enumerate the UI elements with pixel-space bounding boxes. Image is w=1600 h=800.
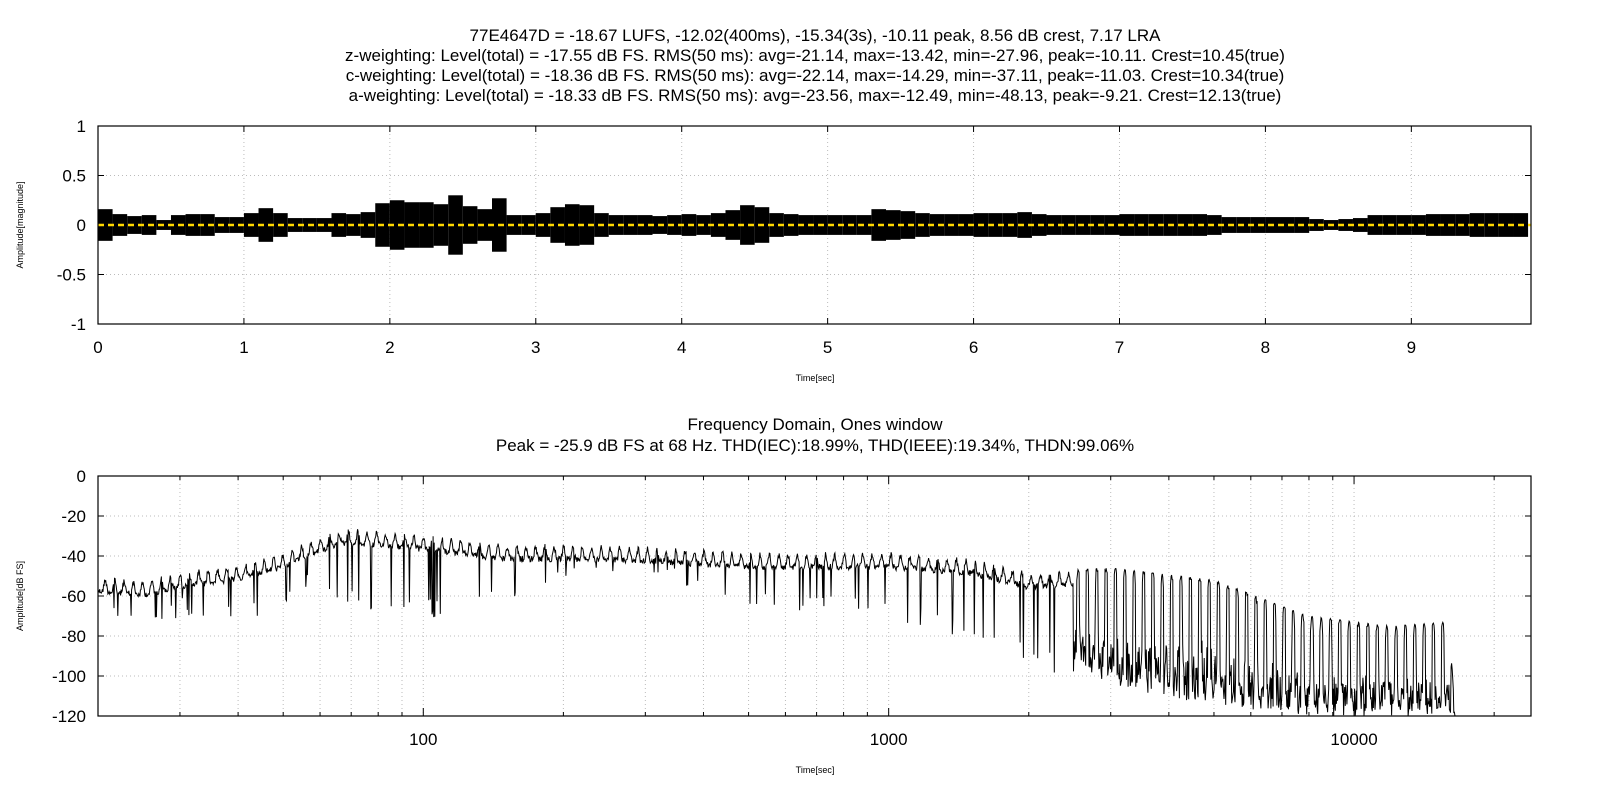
x-tick-label: 1 xyxy=(239,338,248,357)
x-tick-label: 9 xyxy=(1407,338,1416,357)
x-tick-label: 2 xyxy=(385,338,394,357)
x-tick-label: 4 xyxy=(677,338,686,357)
time-plot-title: 77E4647D = -18.67 LUFS, -12.02(400ms), -… xyxy=(345,26,1285,105)
waveform-segment xyxy=(958,214,974,236)
spectrum-xlabel: Time[sec] xyxy=(796,765,835,775)
x-tick-label: 0 xyxy=(93,338,102,357)
waveform-segment xyxy=(856,215,872,235)
y-tick-label: -80 xyxy=(61,627,86,646)
waveform-segment xyxy=(579,205,595,245)
waveform-segment xyxy=(1309,219,1324,231)
title-line-1: 77E4647D = -18.67 LUFS, -12.02(400ms), -… xyxy=(470,26,1162,45)
waveform-segment xyxy=(1017,212,1032,238)
waveform-segment xyxy=(929,214,945,236)
time-plot-xlabel: Time[sec] xyxy=(796,373,835,383)
waveform-segment xyxy=(900,211,916,239)
y-tick-label: 0 xyxy=(77,216,86,235)
y-tick-label: -100 xyxy=(52,667,86,686)
waveform-segment xyxy=(1280,217,1295,233)
title-line-4: a-weighting: Level(total) = -18.33 dB FS… xyxy=(349,86,1282,105)
x-tick-label: 8 xyxy=(1261,338,1270,357)
y-tick-label: -1 xyxy=(71,315,86,334)
spectrum-line xyxy=(97,529,1531,717)
waveform-segment xyxy=(798,215,814,235)
waveform-segment xyxy=(1498,213,1514,237)
time-plot-ylabel: Amplitude[magnitude] xyxy=(15,181,25,268)
waveform-segment xyxy=(389,200,405,250)
y-tick-label: 0 xyxy=(77,467,86,486)
waveform-segment xyxy=(200,214,215,236)
waveform-segment xyxy=(637,215,653,235)
waveform-segment xyxy=(1148,214,1164,236)
waveform-segment xyxy=(1090,215,1105,235)
waveform-segment xyxy=(419,202,434,248)
spectrum-title-line-2: Peak = -25.9 dB FS at 68 Hz. THD(IEC):18… xyxy=(496,436,1134,455)
y-tick-label: -120 xyxy=(52,707,86,726)
waveform-segment xyxy=(448,195,463,255)
waveform-segment xyxy=(127,216,142,234)
waveform-segment xyxy=(769,213,784,237)
waveform-segment xyxy=(988,213,1003,237)
waveform-segment xyxy=(1177,214,1193,236)
waveform-segment xyxy=(360,212,376,238)
y-tick-label: 1 xyxy=(77,117,86,136)
waveform-segment xyxy=(740,205,755,245)
title-line-2: z-weighting: Level(total) = -17.55 dB FS… xyxy=(345,46,1285,65)
waveform-segment xyxy=(1396,215,1412,235)
y-tick-label: -40 xyxy=(61,547,86,566)
x-tick-label: 5 xyxy=(823,338,832,357)
title-line-3: c-weighting: Level(total) = -18.36 dB FS… xyxy=(346,66,1285,85)
x-tick-label: 3 xyxy=(531,338,540,357)
plot-frame xyxy=(97,475,1532,717)
waveform-segment xyxy=(550,207,565,243)
waveform-segment xyxy=(1119,214,1135,236)
y-tick-label: 0.5 xyxy=(62,167,86,186)
waveform-segment xyxy=(1338,219,1353,231)
spectrum-title-line-1: Frequency Domain, Ones window xyxy=(687,415,943,434)
y-tick-label: -0.5 xyxy=(57,266,86,285)
x-tick-label: 10000 xyxy=(1330,730,1377,749)
x-tick-label: 7 xyxy=(1115,338,1124,357)
y-tick-label: -20 xyxy=(61,507,86,526)
waveform-segment xyxy=(316,218,332,232)
y-tick-label: -60 xyxy=(61,587,86,606)
spectrum-ylabel: Amplitude[dB FS] xyxy=(15,561,25,631)
waveform-segment xyxy=(98,209,113,241)
x-tick-label: 100 xyxy=(409,730,437,749)
waveform-segment xyxy=(1367,215,1383,235)
waveform-segment xyxy=(258,208,274,242)
frequency-domain-plot: 100 1000 10000 0 -20 -40 -60 -80 -100 -120 xyxy=(52,467,1532,749)
waveform-segment xyxy=(477,209,493,241)
waveform-segment xyxy=(827,215,843,235)
waveform-segment xyxy=(229,217,244,233)
waveform-segment xyxy=(667,215,682,235)
waveform-segment xyxy=(1207,215,1222,235)
waveform-segment xyxy=(608,215,624,235)
waveform-segment xyxy=(1440,214,1456,236)
waveform-segment xyxy=(287,218,303,232)
time-domain-plot: 0 1 2 3 4 5 6 7 8 9 1 0.5 0 -0.5 -1 xyxy=(57,117,1532,357)
x-tick-label: 1000 xyxy=(870,730,908,749)
waveform-segment xyxy=(1469,213,1485,237)
plot-frame xyxy=(97,125,1532,325)
x-tick-label: 6 xyxy=(969,338,978,357)
